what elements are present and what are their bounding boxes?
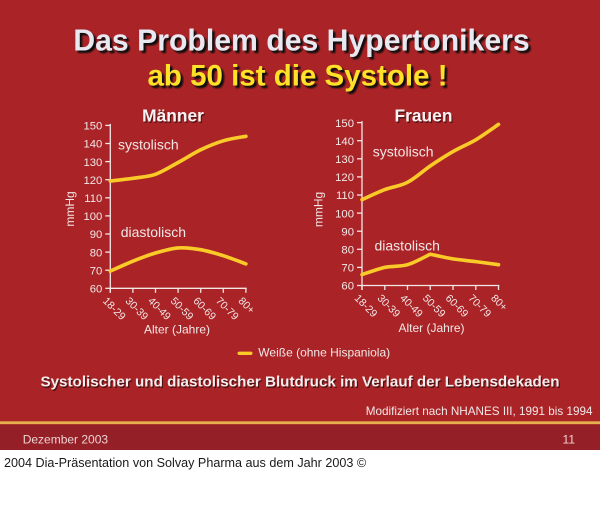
svg-text:Dezember 2003: Dezember 2003 bbox=[23, 432, 109, 446]
svg-text:140: 140 bbox=[335, 136, 354, 148]
svg-text:110: 110 bbox=[336, 190, 354, 202]
svg-text:130: 130 bbox=[83, 157, 102, 169]
svg-text:ab 50 ist die Systole !: ab 50 ist die Systole ! bbox=[147, 60, 447, 93]
svg-text:Frauen: Frauen bbox=[395, 106, 453, 126]
svg-text:140: 140 bbox=[83, 139, 102, 151]
svg-text:70: 70 bbox=[341, 263, 354, 275]
svg-text:Das Problem des Hypertonikers: Das Problem des Hypertonikers bbox=[73, 25, 529, 58]
svg-text:60: 60 bbox=[341, 281, 354, 293]
svg-text:90: 90 bbox=[341, 226, 354, 238]
svg-text:Frauen: Frauen bbox=[396, 107, 454, 127]
svg-text:diastolisch: diastolisch bbox=[375, 238, 440, 254]
svg-text:Alter (Jahre): Alter (Jahre) bbox=[144, 322, 210, 336]
svg-text:Modifiziert nach NHANES III, 1: Modifiziert nach NHANES III, 1991 bis 19… bbox=[366, 405, 593, 418]
svg-text:80: 80 bbox=[90, 247, 103, 259]
svg-text:100: 100 bbox=[335, 208, 354, 220]
svg-text:120: 120 bbox=[335, 172, 354, 184]
svg-text:mmHg: mmHg bbox=[311, 192, 325, 227]
svg-text:60: 60 bbox=[90, 284, 103, 296]
svg-text:Systolischer und diastolischer: Systolischer und diastolischer Blutdruck… bbox=[40, 374, 559, 391]
svg-text:diastolisch: diastolisch bbox=[121, 224, 186, 240]
svg-text:11: 11 bbox=[563, 432, 576, 446]
svg-text:90: 90 bbox=[90, 229, 103, 241]
svg-text:2004 Dia-Präsentation von Solv: 2004 Dia-Präsentation von Solvay Pharma … bbox=[4, 456, 367, 470]
svg-text:100: 100 bbox=[83, 211, 102, 223]
svg-text:70: 70 bbox=[90, 265, 103, 277]
svg-text:systolisch: systolisch bbox=[373, 143, 434, 159]
svg-text:130: 130 bbox=[335, 154, 354, 166]
svg-text:Das Problem des Hypertonikers: Das Problem des Hypertonikers bbox=[76, 27, 532, 60]
svg-text:mmHg: mmHg bbox=[63, 191, 77, 226]
svg-text:systolisch: systolisch bbox=[118, 137, 179, 153]
svg-text:80: 80 bbox=[341, 245, 354, 257]
svg-text:ab 50 ist die Systole !: ab 50 ist die Systole ! bbox=[150, 62, 450, 95]
svg-text:110: 110 bbox=[84, 193, 102, 205]
svg-text:Männer: Männer bbox=[143, 107, 205, 127]
svg-text:150: 150 bbox=[335, 118, 354, 130]
svg-text:120: 120 bbox=[83, 175, 102, 187]
svg-text:Männer: Männer bbox=[142, 106, 204, 126]
svg-text:150: 150 bbox=[83, 121, 102, 133]
svg-text:Systolischer und diastolischer: Systolischer und diastolischer Blutdruck… bbox=[42, 375, 561, 392]
svg-text:Weiße (ohne Hispaniola): Weiße (ohne Hispaniola) bbox=[258, 346, 390, 360]
svg-text:Alter (Jahre): Alter (Jahre) bbox=[398, 321, 464, 335]
